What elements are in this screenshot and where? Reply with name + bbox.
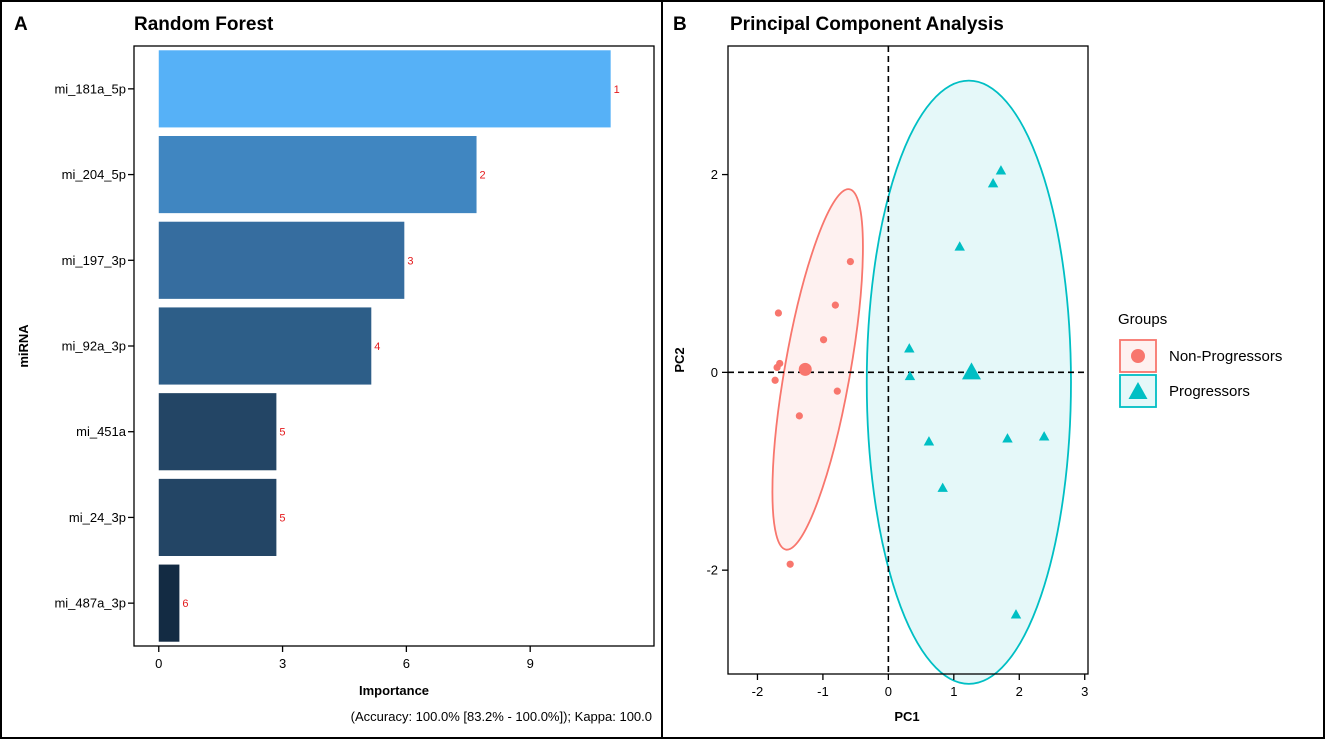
- y-tick-label: 0: [711, 365, 718, 380]
- rank-label: 5: [279, 427, 285, 439]
- rank-label: 4: [374, 341, 380, 353]
- x-tick-label: 0: [885, 684, 892, 699]
- x-tick-label: -1: [817, 684, 829, 699]
- legend-marker-non-progressors: [1131, 349, 1145, 363]
- panel-b-frame: [661, 0, 1325, 739]
- y-tick-label: mi_181a_5p: [54, 81, 126, 96]
- model-metrics-footnote: (Accuracy: 100.0% [83.2% - 100.0%]); Kap…: [351, 709, 652, 724]
- y-tick-label: mi_204_5p: [62, 167, 126, 182]
- ellipse-group: [771, 79, 1072, 685]
- point-non-progressors: [833, 387, 841, 395]
- bar-mi_24_3p: [158, 478, 277, 556]
- point-progressors: [1002, 433, 1013, 443]
- rank-label: 2: [480, 170, 486, 182]
- legend-items: Non-Progressors Progressors: [1119, 339, 1282, 408]
- x-tick-label: 6: [403, 656, 410, 671]
- point-progressors: [954, 241, 965, 251]
- centroid-progressors: [961, 362, 981, 380]
- bar-mi_451a: [158, 393, 277, 471]
- panel-a-letter: A: [14, 14, 28, 35]
- y-tick-label: 2: [711, 167, 718, 182]
- legend-label: Progressors: [1169, 383, 1250, 400]
- legend-title: Groups: [1118, 311, 1167, 328]
- confidence-ellipse-non-progressors: [771, 188, 864, 551]
- confidence-ellipse-progressors: [865, 79, 1072, 685]
- point-progressors: [904, 343, 915, 353]
- point-non-progressors: [831, 301, 839, 309]
- x-axis-label: PC1: [894, 709, 919, 724]
- panel-a-title: Random Forest: [134, 14, 274, 35]
- panel-a: A Random Forest 1 2 3 4 5 5 6 mi_181a_5p mi_204…: [14, 14, 655, 724]
- y-axis-label: PC2: [672, 347, 687, 372]
- point-non-progressors: [846, 257, 855, 266]
- x-axis-label: Importance: [359, 683, 429, 698]
- rank-label: 6: [182, 598, 188, 610]
- legend-label: Non-Progressors: [1169, 348, 1282, 365]
- point-non-progressors: [819, 336, 828, 344]
- rank-label: 5: [279, 512, 285, 524]
- x-tick-label: 3: [1081, 684, 1088, 699]
- point-progressors: [923, 436, 935, 446]
- bar-mi_92a_3p: [158, 307, 372, 385]
- point-progressors: [904, 370, 916, 381]
- axes-group: -2 -1 0 1 2 3 -2 0 2: [706, 167, 1088, 699]
- rank-label: 3: [407, 255, 413, 267]
- point-non-progressors: [774, 309, 783, 317]
- x-tick-label: -2: [752, 684, 764, 699]
- x-tick-label: 3: [279, 656, 286, 671]
- x-tick-label: 1: [950, 684, 957, 699]
- point-progressors: [987, 177, 999, 188]
- x-tick-label: 9: [527, 656, 534, 671]
- point-non-progressors: [776, 359, 784, 368]
- bar-mi_487a_3p: [158, 564, 180, 642]
- point-progressors: [1038, 431, 1050, 441]
- x-tick-label: 2: [1016, 684, 1023, 699]
- panel-b-letter: B: [673, 14, 687, 35]
- centroid-non-progressors: [798, 362, 812, 376]
- legend-key-non-progressors: [1119, 339, 1157, 373]
- y-tick-label: mi_487a_3p: [54, 596, 126, 611]
- rank-label: 1: [614, 84, 620, 96]
- bar-mi_204_5p: [158, 136, 477, 214]
- x-tick-label: 0: [155, 656, 162, 671]
- bar-group: 1 2 3 4 5 5 6: [158, 50, 620, 642]
- panel-b: B Principal Component Analysis -2 -1 0 1 2 3-…: [672, 14, 1282, 724]
- point-progressors: [995, 165, 1007, 175]
- point-progressors: [937, 482, 948, 492]
- y-tick-label: mi_451a: [76, 424, 127, 439]
- bar-mi_181a_5p: [158, 50, 611, 128]
- legend: Groups Non-Progressors Progressors: [1118, 311, 1282, 408]
- legend-marker-progressors: [1128, 382, 1148, 399]
- y-tick-label: -2: [706, 563, 718, 578]
- point-group: [771, 165, 1050, 619]
- point-progressors: [1010, 609, 1022, 619]
- point-non-progressors: [786, 560, 794, 568]
- point-non-progressors: [795, 412, 803, 420]
- y-tick-label: mi_24_3p: [69, 510, 126, 525]
- y-tick-label: mi_92a_3p: [62, 339, 126, 354]
- bar-mi_197_3p: [158, 221, 405, 299]
- reference-lines: [728, 46, 1088, 674]
- y-tick-label: mi_197_3p: [62, 253, 126, 268]
- y-axis-label: miRNA: [16, 324, 31, 368]
- point-non-progressors: [771, 376, 779, 384]
- panel-b-title: Principal Component Analysis: [730, 14, 1004, 35]
- panel-b-plot-border: [727, 45, 1089, 675]
- axes-group: mi_181a_5p mi_204_5p mi_197_3p mi_92a_3p mi_…: [54, 81, 533, 671]
